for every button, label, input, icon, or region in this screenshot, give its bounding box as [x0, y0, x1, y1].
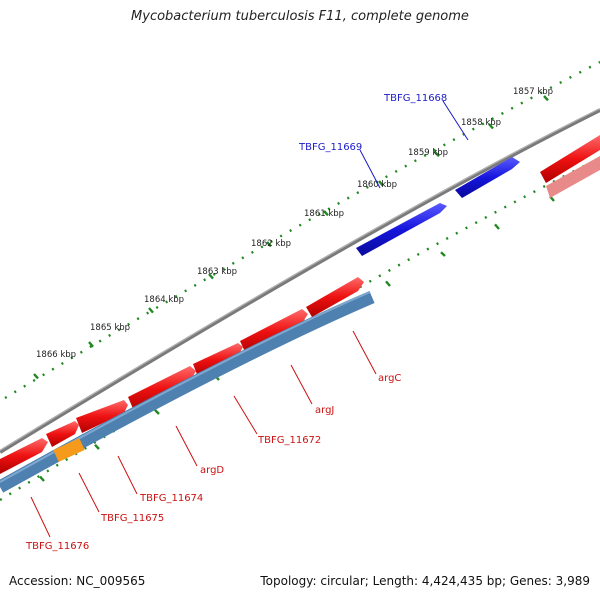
operon-bar-main[interactable] [0, 291, 375, 493]
accession-label: Accession: NC_009565 [9, 574, 146, 588]
gene-labels-bottom: argC argJ TBFG_11672 argD TBFG_11674 TBF… [25, 373, 401, 552]
operon-bar [0, 291, 375, 493]
leader-lines [30, 100, 469, 538]
leader-TBFG_11672 [233, 395, 258, 435]
label-TBFG_11669[interactable]: TBFG_11669 [298, 142, 362, 153]
outer-scale-ticks [33, 95, 549, 380]
gene-red-2[interactable] [46, 421, 79, 447]
gene-red-5[interactable] [193, 343, 243, 377]
leader-TBFG_11669 [359, 149, 381, 189]
label-TBFG_11674[interactable]: TBFG_11674 [139, 493, 203, 504]
gene-red-4[interactable] [128, 366, 196, 411]
label-argJ[interactable]: argJ [315, 405, 334, 416]
gene-red-6[interactable] [240, 309, 308, 354]
label-TBFG_11676[interactable]: TBFG_11676 [25, 541, 89, 552]
forward-strand-genes [0, 135, 600, 474]
label-TBFG_11675[interactable]: TBFG_11675 [100, 513, 164, 524]
tick-label-1858: 1858 kbp [461, 118, 501, 128]
label-argD[interactable]: argD [200, 465, 224, 476]
outer-scale-dots [4, 60, 600, 400]
tick-label-1859: 1859 kbp [408, 148, 448, 158]
gene-red-7[interactable] [306, 277, 364, 317]
leader-argD [175, 425, 198, 467]
leader-TBFG_11668 [442, 100, 469, 141]
genome-stats-label: Topology: circular; Length: 4,424,435 bp… [260, 574, 590, 588]
scale-tick-labels: 1857 kbp 1858 kbp 1859 kbp 1860 kbp 1861… [36, 87, 553, 360]
gene-TBFG_11669[interactable] [356, 203, 447, 256]
leader-TBFG_11675 [78, 472, 100, 513]
gene-TBFG_11668[interactable] [455, 157, 520, 198]
tick-label-1863: 1863 kbp [197, 267, 237, 277]
leader-argJ [290, 364, 313, 405]
tick-label-1865: 1865 kbp [90, 323, 130, 333]
reverse-strand-genes [356, 157, 520, 256]
gene-labels-top: TBFG_11668 TBFG_11669 [298, 93, 447, 153]
leader-TBFG_11674 [117, 455, 138, 495]
tick-label-1862: 1862 kbp [251, 239, 291, 249]
gene-red-1[interactable] [0, 438, 48, 474]
tick-label-1866: 1866 kbp [36, 350, 76, 360]
label-TBFG_11668[interactable]: TBFG_11668 [383, 93, 447, 104]
gene-red-3[interactable] [76, 400, 128, 433]
leader-argC [352, 330, 377, 375]
gene-red-8[interactable] [540, 135, 600, 183]
map-title: Mycobacterium tuberculosis F11, complete… [131, 9, 469, 24]
label-argC[interactable]: argC [378, 373, 401, 384]
tick-label-1861: 1861 kbp [304, 209, 344, 219]
tick-label-1857: 1857 kbp [513, 87, 553, 97]
inner-scale-dots [0, 156, 600, 502]
gene-red-light-9[interactable] [546, 156, 600, 198]
operon-highlight[interactable] [53, 438, 85, 462]
tick-label-1864: 1864 kbp [144, 295, 184, 305]
leader-TBFG_11676 [30, 496, 51, 538]
label-TBFG_11672[interactable]: TBFG_11672 [257, 435, 321, 446]
tick-label-1860: 1860 kbp [357, 180, 397, 190]
genome-backbone [0, 108, 600, 454]
